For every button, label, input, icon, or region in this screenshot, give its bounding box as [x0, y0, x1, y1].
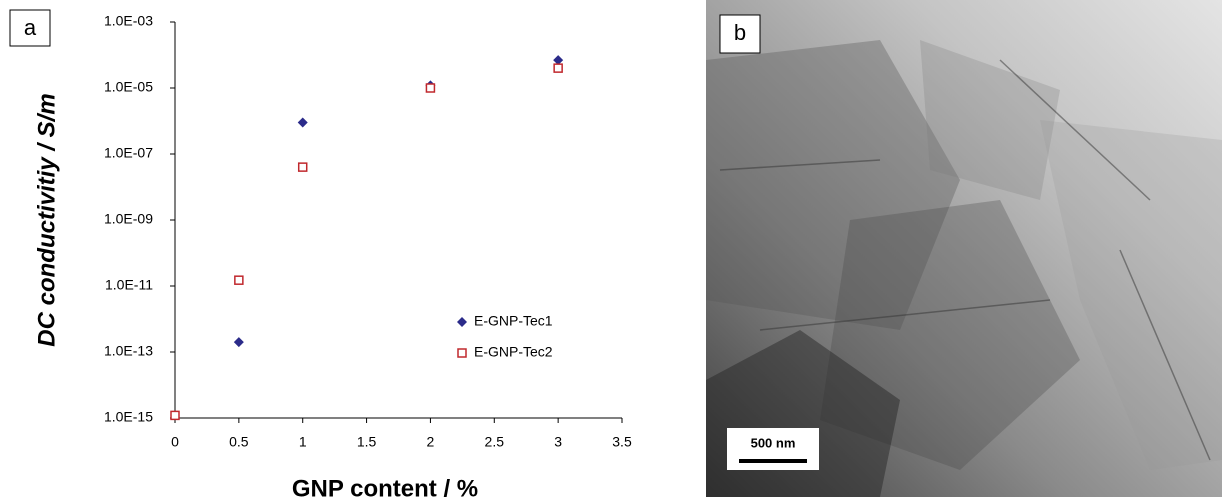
x-tick-label: 2 — [427, 434, 435, 450]
data-point — [297, 117, 308, 128]
plot: 1.0E-15 1.0E-13 1.0E-11 1.0E-09 1.0E-07 1.0E-… — [104, 13, 632, 450]
y-axis-label: DC conductivitiy / S/m — [33, 93, 60, 346]
data-point — [233, 337, 244, 348]
data-point — [234, 275, 244, 285]
y-tick-label: 1.0E-11 — [105, 277, 153, 293]
x-axis-label: GNP content / % — [292, 475, 478, 502]
legend-marker — [457, 348, 467, 358]
x-tick-label: 2.5 — [485, 434, 505, 450]
x-tick-label: 0.5 — [229, 434, 249, 450]
tem-image — [706, 0, 1222, 497]
y-tick-label: 1.0E-15 — [104, 409, 153, 425]
panel-label: b — [734, 20, 746, 45]
legend-marker — [457, 317, 467, 327]
y-tick-label: 1.0E-03 — [104, 13, 153, 29]
x-tick-label: 3.5 — [612, 434, 632, 450]
legend-label: E-GNP-Tec2 — [474, 344, 553, 360]
scale-bar-label: 500 nm — [751, 435, 796, 450]
y-tick-label: 1.0E-09 — [104, 211, 153, 227]
y-tick-label: 1.0E-13 — [104, 343, 153, 359]
y-tick-label: 1.0E-07 — [104, 145, 153, 161]
x-tick-label: 3 — [554, 434, 562, 450]
panel-label-box — [9, 9, 51, 47]
data-point — [553, 63, 563, 73]
x-tick-label: 1.5 — [357, 434, 377, 450]
data-point — [553, 55, 564, 66]
x-tick-label: 1 — [299, 434, 307, 450]
data-point — [170, 410, 180, 421]
x-tick-label: 0 — [171, 434, 179, 450]
data-point — [297, 162, 308, 172]
data-point — [425, 83, 436, 93]
y-tick-label: 1.0E-05 — [104, 79, 153, 95]
legend-label: E-GNP-Tec1 — [474, 313, 553, 329]
panel-label: a — [24, 15, 37, 40]
